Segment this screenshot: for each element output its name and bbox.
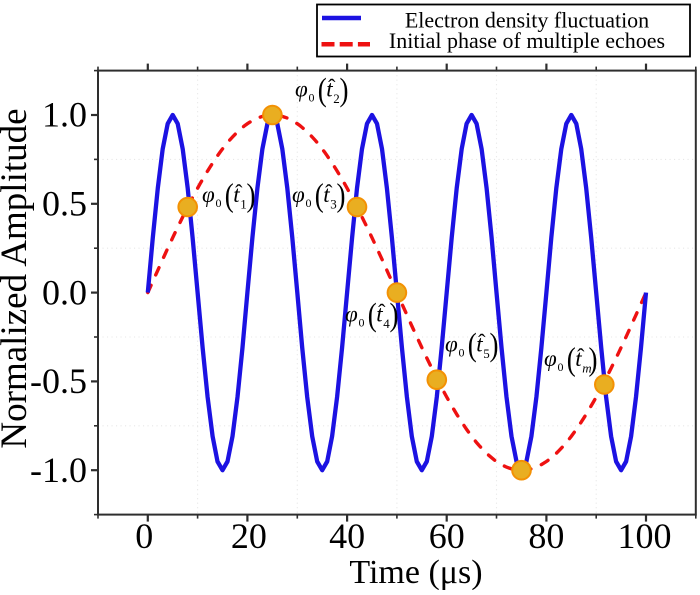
svg-text:0.0: 0.0 <box>42 272 87 312</box>
svg-text:ˆ: ˆ <box>328 74 336 99</box>
svg-text:-0.5: -0.5 <box>30 361 87 401</box>
svg-text:ˆ: ˆ <box>478 329 486 354</box>
svg-text:ˆ: ˆ <box>577 343 585 368</box>
svg-text:(: ( <box>368 296 377 333</box>
svg-text:1: 1 <box>240 196 247 211</box>
svg-text:φ: φ <box>202 182 215 207</box>
svg-text:20: 20 <box>231 516 267 556</box>
svg-text:): ) <box>490 326 499 363</box>
svg-text:φ: φ <box>295 77 308 102</box>
svg-text:(: ( <box>318 71 327 108</box>
svg-text:(: ( <box>225 176 234 213</box>
svg-text:): ) <box>247 176 256 213</box>
svg-text:φ: φ <box>345 302 358 327</box>
svg-text:ˆ: ˆ <box>235 179 243 204</box>
svg-text:Time (μs): Time (μs) <box>349 554 482 590</box>
svg-text:t: t <box>323 182 330 207</box>
svg-text:t: t <box>575 346 582 371</box>
svg-text:100: 100 <box>618 516 672 556</box>
svg-text:3: 3 <box>330 196 337 211</box>
svg-text:Electron density fluctuation: Electron density fluctuation <box>405 8 649 33</box>
svg-text:(: ( <box>567 340 576 377</box>
svg-text:t: t <box>326 77 333 102</box>
svg-text:m: m <box>582 360 591 375</box>
svg-text:0: 0 <box>558 360 564 374</box>
svg-text:80: 80 <box>528 516 564 556</box>
svg-text:-1.0: -1.0 <box>30 450 87 490</box>
svg-text:φ: φ <box>292 182 305 207</box>
svg-text:60: 60 <box>429 516 465 556</box>
svg-text:(: ( <box>468 326 477 363</box>
svg-text:ˆ: ˆ <box>325 179 333 204</box>
svg-text:t: t <box>233 182 240 207</box>
svg-text:0: 0 <box>306 196 312 210</box>
svg-text:4: 4 <box>383 316 390 331</box>
svg-text:): ) <box>589 340 598 377</box>
svg-text:t: t <box>376 302 383 327</box>
svg-text:5: 5 <box>483 346 490 361</box>
svg-text:): ) <box>340 71 349 108</box>
svg-text:(: ( <box>315 176 324 213</box>
svg-text:): ) <box>337 176 346 213</box>
svg-text:40: 40 <box>329 516 365 556</box>
svg-text:0: 0 <box>309 91 315 105</box>
svg-text:1.0: 1.0 <box>42 95 87 135</box>
svg-text:φ: φ <box>544 346 557 371</box>
svg-text:): ) <box>390 296 399 333</box>
svg-text:ˆ: ˆ <box>378 299 386 324</box>
svg-text:0: 0 <box>135 516 153 556</box>
svg-text:0.5: 0.5 <box>42 184 87 224</box>
svg-text:0: 0 <box>359 316 365 330</box>
svg-text:0: 0 <box>459 346 465 360</box>
svg-text:t: t <box>476 332 483 357</box>
svg-text:0: 0 <box>216 196 222 210</box>
svg-text:2: 2 <box>333 91 340 106</box>
svg-text:Normalized Amplitude: Normalized Amplitude <box>0 108 35 448</box>
svg-text:Initial phase of multiple echo: Initial phase of multiple echoes <box>389 28 665 53</box>
svg-text:φ: φ <box>445 332 458 357</box>
